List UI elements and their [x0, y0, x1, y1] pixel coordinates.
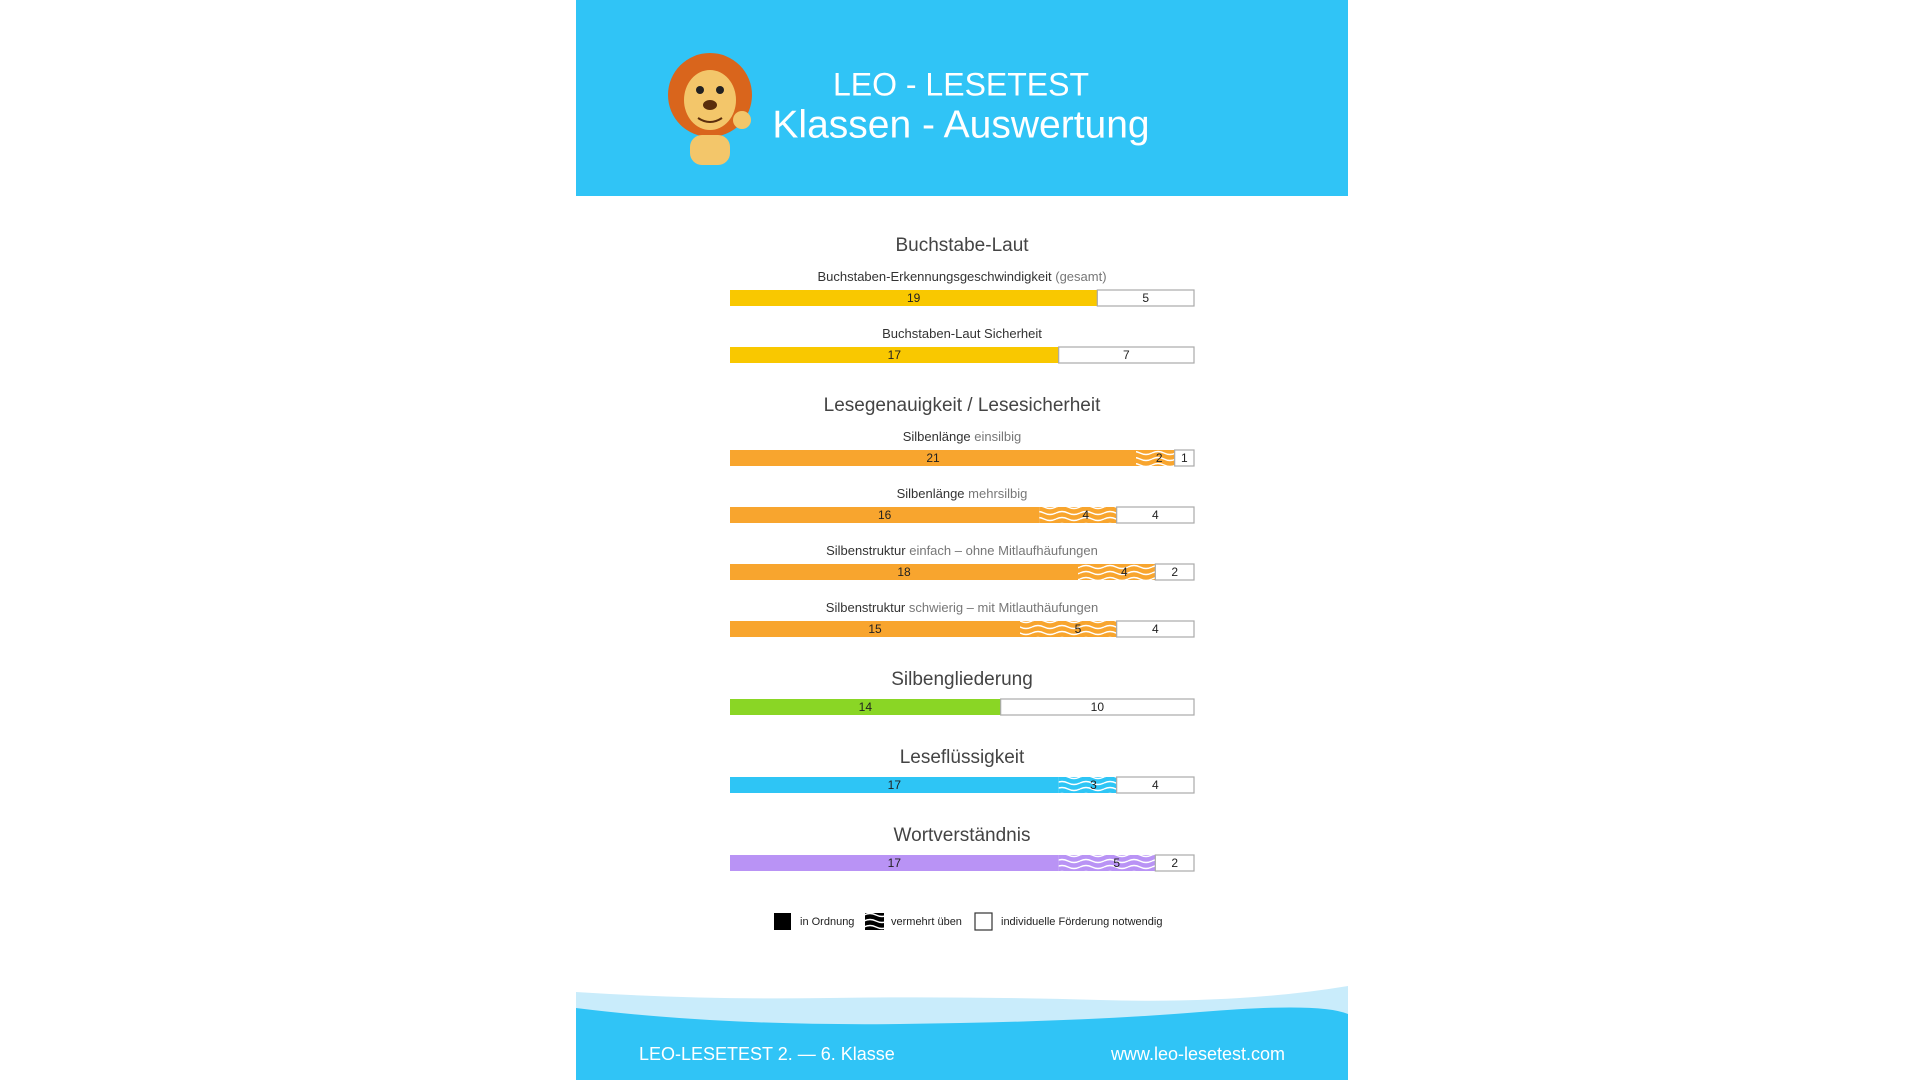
bar-value: 2 — [1171, 565, 1178, 579]
bar-ok — [730, 855, 1059, 871]
bar-value: 17 — [888, 856, 902, 870]
bar-ok — [730, 347, 1059, 363]
label-note: einfach – ohne Mitlaufhäufungen — [909, 543, 1098, 558]
legend-label: vermehrt üben — [891, 916, 962, 928]
legend-label: individuelle Förderung notwendig — [1001, 916, 1162, 928]
bar-support — [1000, 698, 1195, 716]
bar-support — [1116, 506, 1195, 524]
legend-label: in Ordnung — [800, 916, 854, 928]
label-main: Silbenstruktur — [826, 543, 906, 558]
bar-value: 4 — [1152, 778, 1159, 792]
bar-value: 5 — [1075, 622, 1082, 636]
bar-value: 7 — [1123, 348, 1130, 362]
wave-hatch — [1136, 450, 1175, 466]
bar-value: 17 — [888, 348, 902, 362]
header-title: LEO - LESETEST — [833, 66, 1089, 102]
header-subtitle: Klassen - Auswertung — [772, 103, 1149, 146]
label-main: Silbenlänge — [903, 429, 971, 444]
bar-ok — [730, 564, 1078, 580]
wave-hatch — [1058, 855, 1156, 871]
label-note: einsilbig — [974, 429, 1021, 444]
bar-value: 5 — [1113, 856, 1120, 870]
bar-support — [1096, 289, 1195, 307]
bar-value: 4 — [1152, 508, 1159, 522]
bar-value: 15 — [868, 622, 882, 636]
bar-value: 2 — [1171, 856, 1178, 870]
legend-swatch-support — [974, 912, 993, 931]
bar-ok — [730, 621, 1020, 637]
section-title: Lesegenauigkeit / Lesesicherheit — [824, 395, 1101, 416]
section-title: Wortverständnis — [894, 825, 1031, 846]
bar-value: 1 — [1181, 451, 1188, 465]
legend-swatch-hatch — [865, 913, 884, 930]
footer-left: LEO-LESETEST 2. — 6. Klasse — [639, 1044, 895, 1064]
bar-value: 17 — [888, 778, 902, 792]
item-label: Silbenstruktur schwierig – mit Mitlauthä… — [826, 600, 1098, 615]
bar-value: 18 — [897, 565, 911, 579]
wave-hatch — [1039, 507, 1117, 523]
label-note: (gesamt) — [1055, 269, 1106, 284]
bar-value: 2 — [1156, 451, 1163, 465]
section-title: Silbengliederung — [891, 669, 1033, 690]
bar-ok — [730, 290, 1098, 306]
item-label: Buchstaben-Laut Sicherheit — [882, 326, 1042, 341]
item-label: Buchstaben-Erkennungsgeschwindigkeit (ge… — [817, 269, 1106, 284]
bar-support — [1174, 449, 1195, 467]
bar-value: 4 — [1152, 622, 1159, 636]
item-label: Silbenlänge einsilbig — [903, 429, 1022, 444]
bar-ok — [730, 450, 1136, 466]
bar-support — [1154, 854, 1195, 872]
bar-value: 4 — [1082, 508, 1089, 522]
bar-support — [1154, 563, 1195, 581]
bar-ok — [730, 777, 1059, 793]
label-main: Silbenlänge — [897, 486, 965, 501]
bar-support — [1058, 346, 1195, 364]
bar-value: 4 — [1121, 565, 1128, 579]
label-main: Buchstaben-Laut Sicherheit — [882, 326, 1042, 341]
wave-hatch — [1020, 621, 1117, 637]
wave-hatch — [1058, 777, 1117, 793]
bar-support — [1116, 776, 1195, 794]
legend-swatch-ok — [774, 913, 791, 930]
footer-right: www.leo-lesetest.com — [1110, 1044, 1285, 1064]
bar-support — [1116, 620, 1195, 638]
bar-value: 5 — [1142, 291, 1149, 305]
bar-value: 19 — [907, 291, 921, 305]
bar-value: 21 — [926, 451, 940, 465]
footer — [576, 986, 1348, 1080]
label-main: Silbenstruktur — [826, 600, 906, 615]
bar-ok — [730, 699, 1001, 715]
label-note: schwierig – mit Mitlauthäufungen — [909, 600, 1098, 615]
bar-value: 3 — [1090, 778, 1097, 792]
bar-value: 10 — [1091, 700, 1105, 714]
section-title: Leseflüssigkeit — [900, 747, 1025, 768]
section-title: Buchstabe-Laut — [895, 235, 1029, 256]
wave-hatch — [1078, 564, 1156, 580]
item-label: Silbenlänge mehrsilbig — [897, 486, 1028, 501]
bar-value: 16 — [878, 508, 892, 522]
bar-value: 14 — [859, 700, 873, 714]
item-label: Silbenstruktur einfach – ohne Mitlaufhäu… — [826, 543, 1098, 558]
lion-mascot — [668, 53, 752, 165]
label-note: mehrsilbig — [968, 486, 1027, 501]
label-main: Buchstaben-Erkennungsgeschwindigkeit — [817, 269, 1052, 284]
bar-ok — [730, 507, 1040, 523]
